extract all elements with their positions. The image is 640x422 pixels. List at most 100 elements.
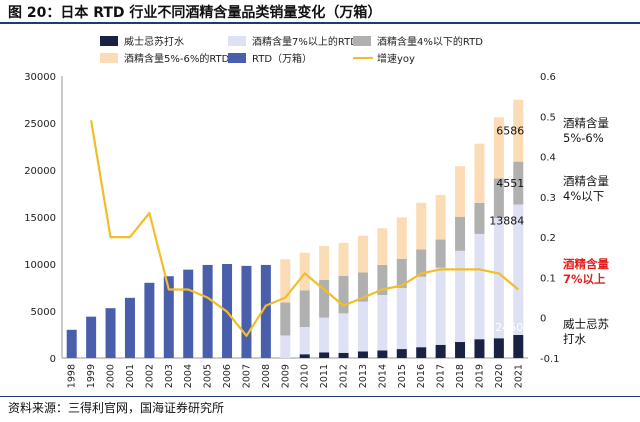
bar-whisky: [455, 342, 466, 358]
x-tick-label: 2016: [416, 364, 427, 388]
bar-rtd: [66, 329, 77, 358]
bar-mid: [319, 246, 330, 280]
legend-swatch-rtd: [228, 53, 246, 63]
bar-mid: [493, 117, 504, 179]
figure-title: 图 20：日本 RTD 行业不同酒精含量品类销量变化（万箱）: [8, 5, 382, 21]
bar-whisky: [338, 352, 349, 358]
y2-tick-label: 0.2: [540, 233, 556, 244]
legend-label-yoy: 增速yoy: [377, 52, 415, 65]
bar-rtd: [260, 264, 271, 358]
bar-whisky: [396, 349, 407, 358]
annotation-whisky: 威士忌苏: [563, 317, 609, 331]
x-tick-label: 2021: [513, 364, 524, 388]
bottom-rule: [0, 396, 640, 397]
title-bar: 图 20：日本 RTD 行业不同酒精含量品类销量变化（万箱）: [0, 0, 640, 24]
bar-whisky: [299, 354, 310, 358]
x-tick-label: 2012: [339, 364, 350, 388]
bar-above7: [396, 287, 407, 350]
bar-below4: [455, 217, 466, 251]
bar-rtd: [144, 282, 155, 358]
bar-mid: [299, 252, 310, 291]
x-tick-label: 2004: [183, 364, 194, 388]
x-tick-label: 2003: [164, 364, 175, 388]
y-tick-label: 20000: [24, 166, 56, 177]
x-tick-label: 2010: [300, 364, 311, 388]
legend-label-mid: 酒精含量5%-6%的RTD: [124, 52, 230, 65]
bar-mid: [280, 259, 291, 303]
bar-below4: [493, 178, 504, 218]
y-tick-label: 0: [50, 354, 56, 365]
data-label-whisky: 2450: [495, 321, 523, 334]
y2-tick-label: 0.4: [540, 153, 556, 164]
x-tick-label: 1999: [86, 364, 97, 388]
bar-below4: [513, 161, 524, 205]
bar-below4: [338, 275, 349, 314]
x-tick-label: 2017: [436, 364, 447, 388]
bar-rtd: [163, 276, 174, 358]
bar-whisky: [474, 339, 485, 358]
bar-below4: [319, 279, 330, 318]
bar-above7: [513, 204, 524, 335]
x-tick-label: 2020: [494, 364, 505, 388]
annotation-below4: 酒精含量: [563, 174, 609, 188]
bar-mid: [377, 228, 388, 265]
bar-above7: [299, 326, 310, 355]
annotation-below4: 4%以下: [563, 189, 604, 203]
data-label-mid: 6586: [496, 125, 524, 138]
bar-rtd: [241, 265, 252, 358]
y-tick-label: 15000: [24, 213, 56, 224]
x-tick-label: 2002: [144, 364, 155, 388]
legend-swatch-mid: [100, 53, 118, 63]
bar-below4: [280, 302, 291, 336]
annotation-whisky: 打水: [563, 332, 586, 346]
x-tick-label: 2006: [222, 364, 233, 388]
bar-above7: [474, 233, 485, 340]
x-tick-label: 2001: [125, 364, 136, 388]
legend-swatch-whisky: [100, 36, 118, 46]
bar-above7: [319, 317, 330, 353]
legend-label-above7: 酒精含量7%以上的RTD: [252, 35, 358, 48]
bar-whisky: [416, 347, 427, 358]
y-tick-label: 10000: [24, 260, 56, 271]
bar-below4: [377, 264, 388, 296]
bar-below4: [396, 258, 407, 288]
chart: 0 5000 10000 15000 20000 25000 30000 -0.1 0 0.1 0.…: [24, 35, 609, 388]
annotation-mid: 5%-6%: [563, 131, 604, 145]
legend-swatch-below4: [353, 36, 371, 46]
bar-mid: [416, 202, 427, 250]
annotation-above7: 酒精含量: [563, 257, 609, 271]
bar-mid: [455, 166, 466, 217]
bar-whisky: [435, 344, 446, 358]
y2-tick-label: 0: [540, 314, 546, 325]
source-note: 资料来源：三得利官网，国海证券研究所: [8, 401, 225, 415]
y-tick-label: 30000: [24, 72, 56, 83]
bar-whisky: [319, 352, 330, 358]
bar-above7: [280, 335, 291, 358]
bar-above7: [455, 250, 466, 343]
data-label-below4: 4551: [496, 177, 524, 190]
bar-mid: [338, 242, 349, 276]
x-tick-label: 2019: [474, 364, 485, 388]
bar-above7: [416, 276, 427, 348]
x-tick-label: 2007: [241, 364, 252, 388]
bar-whisky: [377, 350, 388, 358]
bar-whisky: [493, 338, 504, 358]
bar-rtd: [86, 316, 97, 358]
y2-tick-label: 0.5: [540, 112, 556, 123]
x-tick-label: 1998: [67, 364, 78, 388]
x-tick-label: 2018: [455, 364, 466, 388]
bar-mid: [474, 143, 485, 203]
bar-below4: [474, 202, 485, 234]
legend-label-whisky: 威士忌苏打水: [124, 35, 184, 48]
bar-rtd: [202, 264, 213, 358]
bar-above7: [435, 267, 446, 345]
bar-below4: [357, 272, 368, 302]
bar-mid: [513, 99, 524, 162]
bar-rtd: [105, 308, 116, 358]
data-label-above7: 13884: [489, 214, 524, 227]
legend-label-below4: 酒精含量4%以下的RTD: [377, 35, 483, 48]
y2-tick-label: -0.1: [540, 354, 560, 365]
y2-tick-label: 0.3: [540, 193, 556, 204]
bar-rtd: [124, 297, 135, 358]
bar-below4: [299, 290, 310, 327]
